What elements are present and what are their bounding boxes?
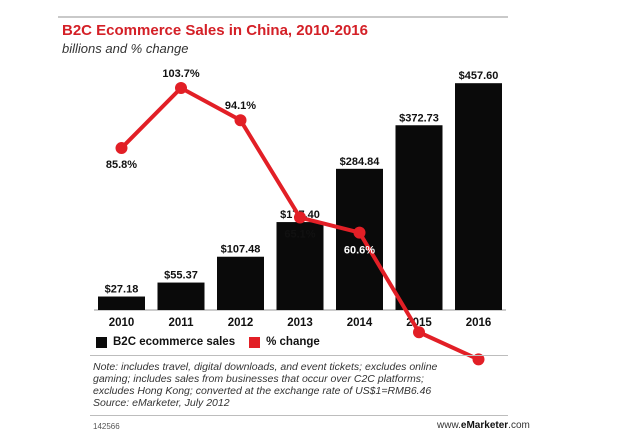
chart-subtitle: billions and % change (62, 41, 189, 56)
divider-bottom (90, 415, 508, 416)
legend-item-change: % change (249, 336, 320, 348)
change-point (472, 353, 485, 366)
change-value-label: 60.6% (344, 245, 375, 257)
change-value-label: 65.1% (284, 229, 315, 241)
legend-label-sales: B2C ecommerce sales (113, 336, 236, 348)
bar (455, 83, 502, 310)
bar-value-label: $284.84 (340, 156, 381, 168)
legend: B2C ecommerce sales % change (96, 336, 334, 348)
chart-id: 142566 (93, 422, 120, 431)
change-point (234, 114, 247, 127)
bar-value-label: $55.37 (164, 270, 198, 282)
change-point (413, 326, 425, 339)
change-value-label: 85.8% (106, 159, 137, 171)
bar (157, 282, 205, 310)
note-source: Source: eMarketer, July 2012 (93, 397, 230, 409)
note-line: gaming; includes sales from businesses t… (93, 373, 424, 385)
x-tick-label: 2013 (287, 317, 313, 329)
change-point (115, 142, 128, 155)
brand-name: eMarketer (460, 420, 509, 431)
change-point (175, 82, 187, 95)
note-line: Note: includes travel, digital downloads… (93, 361, 438, 373)
legend-label-change: % change (266, 336, 320, 348)
brand-link[interactable]: www.eMarketer.com (437, 420, 530, 431)
change-point (294, 211, 306, 224)
x-tick-label: 2012 (228, 317, 254, 329)
change-value-label: 103.7% (162, 68, 200, 80)
brand-prefix: www. (437, 420, 461, 431)
bar (217, 256, 264, 310)
divider-top (90, 355, 508, 356)
change-value-label: 30.9% (403, 344, 434, 356)
x-tick-label: 2016 (466, 317, 492, 329)
x-tick-label: 2011 (169, 317, 195, 329)
bar-value-label: $372.73 (399, 112, 439, 124)
bar (395, 125, 443, 311)
change-value-label: 94.1% (225, 100, 256, 112)
x-tick-label: 2014 (347, 317, 373, 329)
bar (98, 296, 145, 310)
top-rule (58, 16, 508, 18)
legend-swatch-sales (96, 336, 107, 348)
chart-title: B2C Ecommerce Sales in China, 2010-2016 (62, 22, 368, 39)
bar-value-label: $107.48 (221, 244, 261, 256)
brand-suffix: .com (508, 420, 530, 431)
bar-value-label: $27.18 (105, 284, 139, 296)
note-line: excludes Hong Kong; converted at the exc… (93, 385, 432, 397)
bar (336, 168, 383, 310)
legend-swatch-change (249, 336, 261, 348)
legend-item-sales: B2C ecommerce sales (96, 336, 235, 348)
bar-value-label: $457.60 (459, 70, 499, 82)
chart-note: Note: includes travel, digital downloads… (93, 361, 513, 409)
bar (276, 222, 324, 310)
change-point (353, 226, 366, 239)
x-tick-label: 2010 (109, 317, 135, 329)
change-value-label: 22.8% (463, 370, 494, 382)
